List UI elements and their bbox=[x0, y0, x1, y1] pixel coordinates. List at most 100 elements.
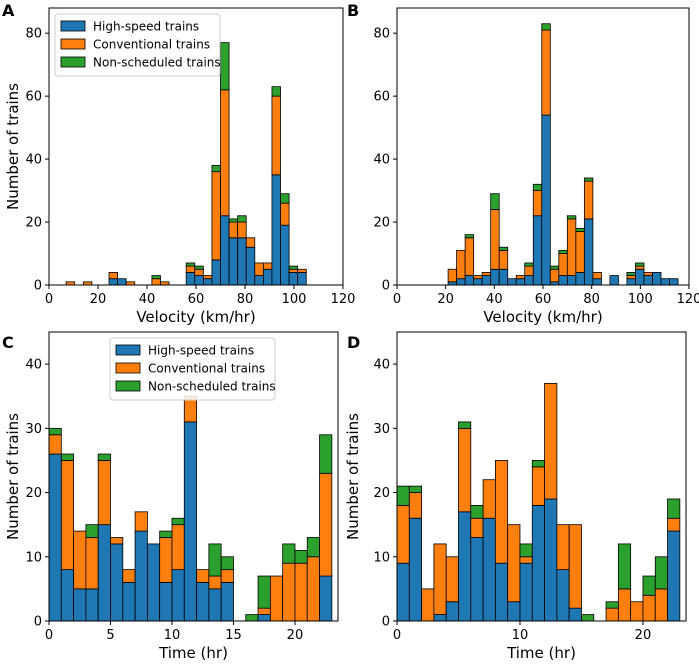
bar-high bbox=[280, 224, 290, 286]
bar-conv bbox=[498, 249, 509, 270]
bar-non bbox=[532, 183, 543, 191]
legend-label: High-speed trains bbox=[148, 344, 254, 358]
y-tick-label: 30 bbox=[373, 422, 390, 437]
bar-conv bbox=[531, 466, 545, 506]
bar-non bbox=[396, 485, 410, 506]
bar-high bbox=[575, 272, 585, 286]
bar-high bbox=[507, 601, 521, 622]
bar-conv bbox=[194, 268, 204, 276]
x-tick-label: 0 bbox=[45, 628, 53, 643]
bar-conv bbox=[271, 95, 281, 176]
bar-conv bbox=[447, 268, 458, 283]
bar-high bbox=[408, 517, 422, 622]
bar-conv bbox=[294, 562, 308, 622]
bar-non bbox=[211, 164, 221, 173]
bar-non bbox=[194, 265, 204, 270]
bar-high bbox=[667, 530, 681, 622]
bar-non bbox=[151, 275, 161, 280]
bar-conv bbox=[228, 221, 239, 239]
bar-non bbox=[85, 524, 99, 538]
bar-conv bbox=[549, 268, 560, 283]
bar-conv bbox=[85, 537, 99, 590]
x-tick-label: 15 bbox=[225, 628, 242, 643]
bar-conv bbox=[202, 275, 213, 280]
bar-high bbox=[531, 504, 545, 622]
x-tick-label: 5 bbox=[106, 628, 114, 643]
bar-conv bbox=[541, 29, 551, 116]
bar-high bbox=[297, 272, 307, 286]
y-tick-label: 0 bbox=[34, 615, 42, 630]
legend-swatch-conv bbox=[115, 362, 141, 374]
bar-conv bbox=[48, 434, 62, 455]
bar-conv bbox=[306, 556, 320, 622]
y-tick-label: 40 bbox=[373, 358, 390, 373]
bar-non bbox=[549, 265, 560, 270]
bars bbox=[65, 42, 307, 286]
bar-conv bbox=[245, 237, 256, 248]
panel-c: C 0 5 10 15 20 0 10 20 30 40 Time (hr) Number of tr… bbox=[2, 331, 339, 662]
bar-conv bbox=[524, 265, 534, 276]
bar-conv bbox=[151, 278, 161, 286]
bar-non bbox=[220, 42, 230, 91]
bar-non bbox=[531, 460, 545, 468]
x-tick-label: 100 bbox=[628, 292, 653, 307]
y-tick-label: 20 bbox=[25, 486, 42, 501]
bar-conv bbox=[592, 272, 602, 280]
bar-non bbox=[583, 177, 594, 182]
bar-conv bbox=[110, 537, 124, 545]
y-tick-label: 10 bbox=[373, 550, 390, 565]
x-tick-label: 0 bbox=[393, 628, 401, 643]
bar-high bbox=[97, 524, 111, 622]
y-tick-label: 60 bbox=[373, 90, 390, 105]
legend: High-speed trains Conventional trains Non-… bbox=[109, 337, 276, 401]
x-tick-label: 120 bbox=[677, 292, 699, 307]
bar-non bbox=[558, 249, 568, 254]
bar-high bbox=[194, 275, 204, 286]
y-axis-label: Number of trains bbox=[4, 413, 22, 540]
bar-conv bbox=[643, 272, 653, 276]
bar-conv bbox=[108, 272, 118, 280]
bar-conv bbox=[617, 588, 632, 622]
bar-high bbox=[481, 275, 492, 286]
bar-high bbox=[271, 174, 281, 286]
bar-conv bbox=[626, 275, 636, 280]
bar-conv bbox=[288, 268, 299, 273]
y-axis-label: Number of trains bbox=[4, 83, 22, 210]
bar-conv bbox=[568, 524, 582, 609]
bar-high bbox=[643, 275, 653, 286]
bar-non bbox=[458, 421, 472, 429]
bar-non bbox=[171, 517, 185, 526]
bar-conv bbox=[60, 460, 74, 571]
x-tick-label: 10 bbox=[164, 628, 181, 643]
bar-high bbox=[85, 588, 99, 622]
bar-non bbox=[294, 549, 308, 564]
panel-letter-b: B bbox=[347, 1, 359, 20]
axes-frame bbox=[396, 331, 687, 622]
bar-high bbox=[108, 278, 118, 286]
x-tick-label: 20 bbox=[287, 628, 304, 643]
bar-conv bbox=[605, 607, 619, 622]
bar-high bbox=[445, 601, 459, 622]
bar-conv bbox=[220, 569, 234, 583]
bar-high bbox=[566, 275, 577, 286]
bar-conv bbox=[642, 594, 656, 622]
x-tick-label: 120 bbox=[331, 292, 356, 307]
bar-non bbox=[159, 530, 173, 538]
bar-high bbox=[257, 614, 271, 622]
bar-conv bbox=[482, 479, 496, 519]
bar-high bbox=[626, 278, 636, 286]
y-tick-label: 0 bbox=[34, 279, 42, 294]
bar-non bbox=[635, 262, 645, 267]
bar-conv bbox=[269, 575, 284, 622]
bar-non bbox=[220, 556, 234, 571]
x-tick-label: 60 bbox=[535, 292, 552, 307]
axes-frame bbox=[48, 331, 339, 622]
bar-high bbox=[515, 278, 526, 286]
bar-conv bbox=[544, 382, 558, 500]
bar-high bbox=[146, 543, 161, 622]
legend-label: High-speed trains bbox=[93, 20, 199, 34]
legend-swatch-high bbox=[115, 344, 141, 356]
bar-high bbox=[73, 588, 87, 622]
